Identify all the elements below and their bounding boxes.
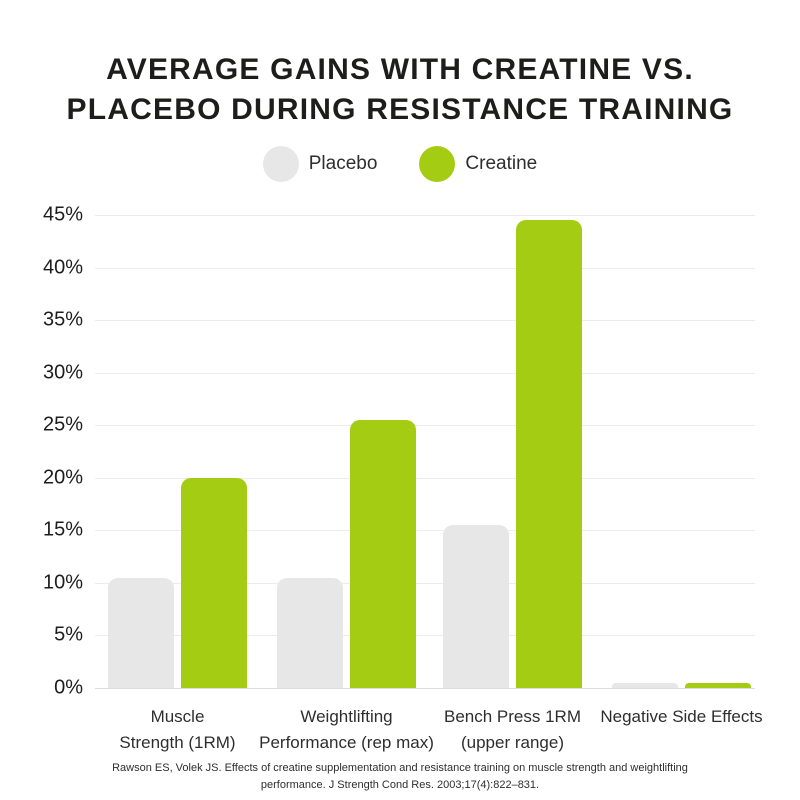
bar-creatine-negative-side-effects xyxy=(685,682,751,688)
y-tick-label-30: 30% xyxy=(42,361,83,384)
y-tick-label-25: 25% xyxy=(42,413,83,436)
gridline-10 xyxy=(95,582,755,584)
y-tick-label-40: 40% xyxy=(42,256,83,279)
chart-title: AVERAGE GAINS WITH CREATINE VS. PLACEBO … xyxy=(66,53,734,126)
legend-label-creatine: Creatine xyxy=(465,153,538,174)
plot-area: 0% 5% 10% 15% 20% 25% 30% 35% 40% 45% Muscle Stren… xyxy=(43,204,763,753)
legend-item-placebo: Placebo xyxy=(262,146,378,182)
gridline-15 xyxy=(95,530,755,532)
bar-creatine-weightlifting-performance-rep-max xyxy=(350,419,416,688)
gridline-0 xyxy=(95,688,755,689)
bar-placebo-bench-press-1rm-upper-range xyxy=(443,525,509,688)
y-tick-label-15: 15% xyxy=(42,518,83,541)
bar-placebo-weightlifting-performance-rep-max xyxy=(277,577,343,688)
y-tick-label-35: 35% xyxy=(42,308,83,331)
y-tick-label-0: 0% xyxy=(54,676,83,699)
x-axis-label-negative-side-effects: Negative Side Effects xyxy=(600,707,763,726)
gridline-20 xyxy=(95,477,755,479)
source-citation: Rawson ES, Volek JS. Effects of creatine… xyxy=(112,762,688,792)
bar-placebo-muscle-strength-1rm xyxy=(108,577,174,688)
gridline-25 xyxy=(95,425,755,427)
gridline-5 xyxy=(95,635,755,637)
placebo-swatch-icon xyxy=(262,146,299,182)
bar-creatine-muscle-strength-1rm xyxy=(181,477,247,688)
bar-placebo-negative-side-effects xyxy=(612,682,678,688)
x-axis-label-weightlifting-performance-rep-max: Weightlifting Performance (rep max) xyxy=(259,707,434,753)
legend: Placebo Creatine xyxy=(0,146,800,182)
gridline-45 xyxy=(95,215,755,216)
gridline-35 xyxy=(95,320,755,322)
legend-item-creatine: Creatine xyxy=(419,146,537,182)
creatine-swatch-icon xyxy=(419,146,456,182)
gridline-30 xyxy=(95,372,755,374)
x-axis-label-muscle-strength-1rm: Muscle Strength (1RM) xyxy=(119,707,236,753)
gridline-40 xyxy=(95,267,755,269)
y-tick-label-45: 45% xyxy=(42,203,83,226)
legend-label-placebo: Placebo xyxy=(308,153,378,174)
y-tick-label-5: 5% xyxy=(54,623,83,646)
y-tick-label-10: 10% xyxy=(42,571,83,594)
bar-creatine-bench-press-1rm-upper-range xyxy=(516,220,582,688)
x-axis-label-bench-press-1rm-upper-range: Bench Press 1RM (upper range) xyxy=(444,707,581,753)
y-tick-label-20: 20% xyxy=(42,466,83,489)
